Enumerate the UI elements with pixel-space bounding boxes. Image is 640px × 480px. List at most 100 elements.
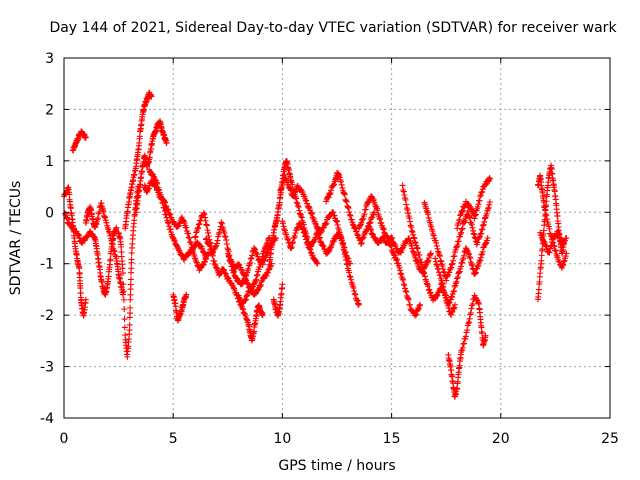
data-point — [563, 250, 570, 257]
data-point — [341, 191, 348, 198]
data-point — [427, 289, 434, 296]
data-point — [451, 253, 458, 260]
data-point — [183, 224, 190, 231]
data-point — [341, 190, 348, 197]
data-point — [426, 290, 433, 297]
data-point — [344, 261, 351, 268]
data-point — [408, 224, 415, 231]
data-point — [301, 229, 308, 236]
data-point — [317, 238, 324, 245]
data-point — [148, 93, 155, 100]
data-point — [411, 235, 418, 242]
data-point — [472, 212, 479, 219]
data-point — [252, 277, 259, 284]
data-point — [477, 193, 484, 200]
data-point — [209, 252, 216, 259]
data-point — [536, 278, 543, 285]
data-point — [405, 210, 412, 217]
data-point — [460, 218, 467, 225]
data-point — [475, 299, 482, 306]
data-point — [295, 203, 302, 210]
data-point — [341, 247, 348, 254]
data-point — [235, 261, 242, 268]
data-point — [186, 235, 193, 242]
data-point — [213, 240, 220, 247]
data-point — [380, 234, 387, 241]
data-point — [314, 260, 321, 267]
data-point — [247, 255, 254, 262]
data-point — [360, 215, 367, 222]
data-point — [357, 222, 364, 229]
data-point — [118, 243, 125, 250]
data-point — [458, 226, 465, 233]
data-point — [288, 243, 295, 250]
data-point — [280, 223, 287, 230]
data-point — [248, 255, 255, 262]
data-point — [450, 288, 457, 295]
data-point — [325, 194, 332, 201]
data-point — [201, 211, 208, 218]
data-point — [250, 281, 257, 288]
data-point — [261, 245, 268, 252]
data-point — [238, 299, 245, 306]
data-point — [231, 268, 238, 275]
data-point — [327, 244, 334, 251]
data-point — [241, 275, 248, 282]
data-point — [90, 233, 97, 240]
data-point — [224, 274, 231, 281]
data-point — [285, 236, 292, 243]
data-point — [348, 216, 355, 223]
data-point — [251, 280, 258, 287]
data-point — [263, 252, 270, 259]
data-point — [416, 256, 423, 263]
data-point — [433, 239, 440, 246]
data-point — [399, 182, 406, 189]
data-point — [161, 204, 168, 211]
data-point — [470, 266, 477, 273]
data-point — [543, 212, 550, 219]
data-point — [346, 209, 353, 216]
data-point — [377, 216, 384, 223]
data-point — [401, 242, 408, 249]
data-point — [480, 222, 487, 229]
data-point — [296, 210, 303, 217]
data-point — [180, 217, 187, 224]
data-point — [110, 247, 117, 254]
data-point — [263, 272, 270, 279]
data-point — [336, 174, 343, 181]
data-point — [145, 185, 152, 192]
data-point — [307, 210, 314, 217]
data-point — [355, 301, 362, 308]
data-point — [237, 298, 244, 305]
data-point — [308, 209, 315, 216]
data-point — [282, 176, 289, 183]
data-point — [412, 254, 419, 261]
data-point — [319, 228, 326, 235]
data-point — [221, 269, 228, 276]
data-point — [470, 227, 477, 234]
data-point — [562, 237, 569, 244]
data-point — [330, 182, 337, 189]
data-point — [75, 231, 82, 238]
data-point — [202, 254, 209, 261]
data-point — [457, 212, 464, 219]
data-point — [243, 316, 250, 323]
data-point — [120, 296, 127, 303]
data-point — [483, 210, 490, 217]
data-point — [454, 275, 461, 282]
data-point — [415, 305, 422, 312]
data-point — [467, 309, 474, 316]
data-point — [462, 333, 469, 340]
data-point — [156, 187, 163, 194]
data-point — [304, 200, 311, 207]
data-point — [538, 257, 545, 264]
data-point — [207, 246, 214, 253]
x-tick-label: 20 — [492, 431, 510, 447]
data-point — [358, 216, 365, 223]
data-point — [264, 240, 271, 247]
data-point — [221, 267, 228, 274]
data-point — [245, 265, 252, 272]
data-point — [212, 243, 219, 250]
data-point — [251, 246, 258, 253]
data-point — [165, 207, 172, 214]
